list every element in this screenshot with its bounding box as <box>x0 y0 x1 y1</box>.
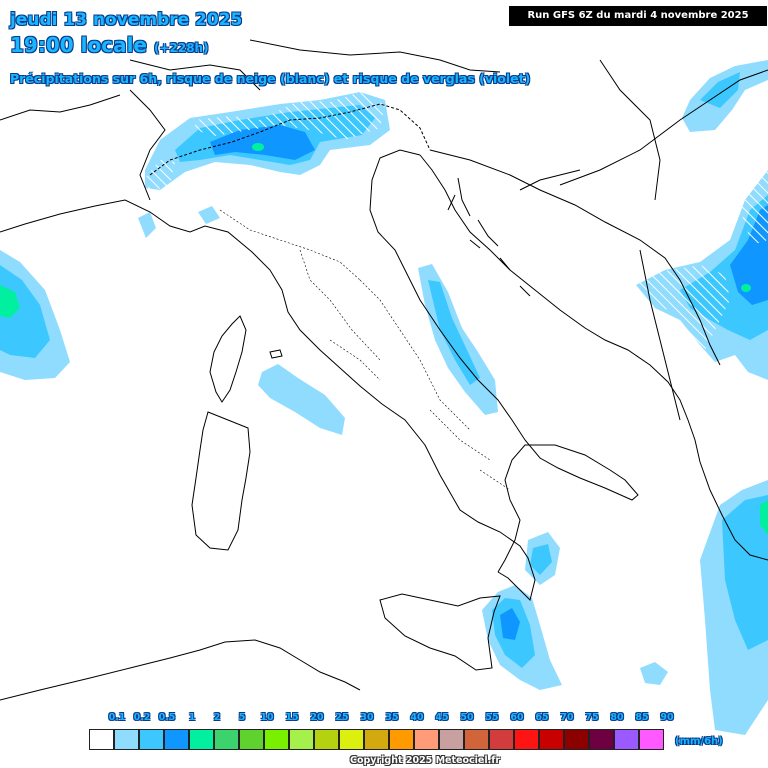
precip-ne-medium <box>700 72 740 108</box>
precip-liguria <box>138 212 156 238</box>
precip-alps-heavy <box>210 125 315 160</box>
legend-tick-label: 5 <box>238 712 246 723</box>
legend-swatch <box>314 729 339 750</box>
precip-alps-max <box>252 143 264 151</box>
precip-greece-max <box>760 500 768 535</box>
precip-liguria-2 <box>198 206 220 224</box>
island-sardinia <box>191 411 251 551</box>
regions-italy <box>219 209 511 491</box>
legend-tick-label: 0.2 <box>133 712 151 723</box>
precip-balkan-max <box>741 284 751 292</box>
legend-swatch <box>139 729 164 750</box>
legend-tick-label: 75 <box>585 712 599 723</box>
precip-greece-medium <box>722 495 768 650</box>
border-switzerland-north <box>129 59 261 91</box>
map-description: Précipitations sur 6h, risque de neige (… <box>10 71 531 86</box>
legend-unit: (mm/6h) <box>675 736 723 747</box>
legend-swatch <box>189 729 214 750</box>
border-france-switzerland <box>129 89 166 201</box>
run-info: Run GFS 6Z du mardi 4 novembre 2025 <box>509 6 767 26</box>
forecast-offset: (+228h) <box>153 41 209 55</box>
legend-tick-label: 30 <box>360 712 374 723</box>
legend-tick-label: 20 <box>310 712 324 723</box>
legend-tick-label: 1 <box>188 712 196 723</box>
legend-swatch <box>389 729 414 750</box>
snow-balkan <box>636 265 730 350</box>
legend-swatch <box>264 729 289 750</box>
coast-france-italy-north <box>0 199 536 601</box>
legend-swatch <box>339 729 364 750</box>
legend-tick-label: 2 <box>213 712 221 723</box>
legend-swatch <box>489 729 514 750</box>
legend-swatch <box>214 729 239 750</box>
precip-greece-south <box>640 662 668 685</box>
legend-tick-label: 35 <box>385 712 399 723</box>
legend-swatch <box>114 729 139 750</box>
legend-swatch <box>439 729 464 750</box>
precip-adriatic-medium <box>428 280 480 385</box>
legend-swatch <box>614 729 639 750</box>
snow-alps <box>195 92 385 140</box>
precipitation-areas <box>0 60 768 735</box>
legend-tick-label: 45 <box>435 712 449 723</box>
legend-tick-label: 10 <box>260 712 274 723</box>
island-elba <box>269 349 283 359</box>
precipitation-legend: 0.1 0.2 0.5 1 2 5 10 15 20 25 30 35 40 45 50 55 60 65 70 75… <box>89 712 689 754</box>
coast-north-africa <box>0 639 361 701</box>
precip-sicily-heavy <box>500 608 520 640</box>
legend-tick-label: 0.1 <box>108 712 126 723</box>
legend-swatch <box>589 729 614 750</box>
precip-west-medium <box>0 265 50 358</box>
coast-north-france <box>0 94 121 121</box>
legend-tick-label: 60 <box>510 712 524 723</box>
legend-tick-label: 25 <box>335 712 349 723</box>
precip-tyrrhenian <box>258 364 345 435</box>
legend-tick-label: 40 <box>410 712 424 723</box>
legend-swatch <box>514 729 539 750</box>
border-austria <box>249 39 501 73</box>
legend-swatch <box>89 729 114 750</box>
legend-tick-label: 50 <box>460 712 474 723</box>
legend-swatch <box>364 729 389 750</box>
legend-swatch <box>239 729 264 750</box>
legend-swatch <box>539 729 564 750</box>
legend-swatch <box>564 729 589 750</box>
forecast-time-value: 19:00 locale <box>10 33 147 57</box>
legend-swatch <box>164 729 189 750</box>
legend-tick-label: 80 <box>610 712 624 723</box>
forecast-time: 19:00 locale (+228h) <box>10 33 209 57</box>
legend-tick-label: 15 <box>285 712 299 723</box>
legend-swatch <box>289 729 314 750</box>
legend-tick-label: 90 <box>660 712 674 723</box>
coast-croatia-islands <box>447 177 531 297</box>
island-sicily <box>379 593 501 671</box>
geography <box>0 39 768 701</box>
forecast-date: jeudi 13 novembre 2025 <box>10 10 243 30</box>
legend-swatch <box>639 729 664 750</box>
snow-alps-west <box>145 160 175 192</box>
legend-swatch <box>464 729 489 750</box>
legend-tick-label: 65 <box>535 712 549 723</box>
legend-swatch <box>414 729 439 750</box>
legend-tick-label: 55 <box>485 712 499 723</box>
legend-tick-label: 0.5 <box>158 712 176 723</box>
precip-west-max <box>0 285 20 318</box>
copyright: Copyright 2025 Meteociel.fr <box>350 755 501 766</box>
border-balkans <box>429 69 768 421</box>
legend-tick-label: 85 <box>635 712 649 723</box>
snow-balkan-east <box>740 168 768 245</box>
border-hungary <box>519 59 661 201</box>
coast-italy-adriatic <box>369 149 639 573</box>
island-corsica <box>209 315 247 403</box>
legend-tick-label: 70 <box>560 712 574 723</box>
border-italy-north <box>149 103 431 176</box>
precip-calabria-med <box>530 544 552 575</box>
coast-adriatic-east <box>419 154 768 561</box>
